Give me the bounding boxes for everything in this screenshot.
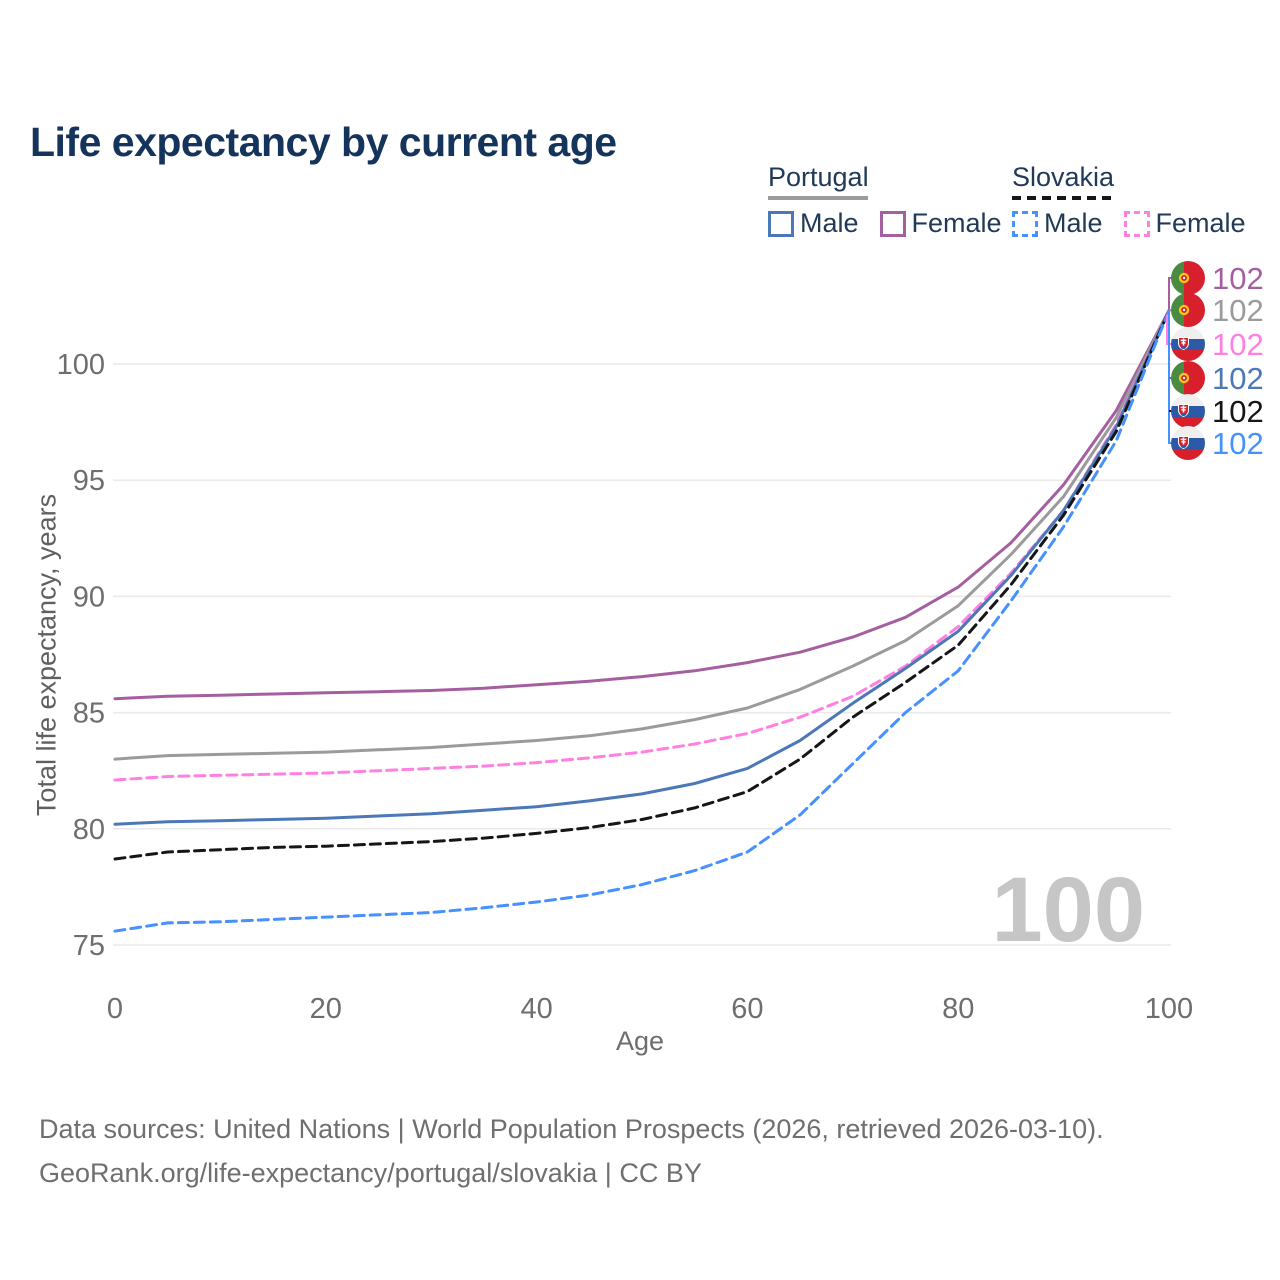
- pt-green-band: [1171, 361, 1184, 395]
- pt-red-band: [1184, 293, 1205, 327]
- sk-cross-bar: [1181, 342, 1186, 344]
- end-value-label: 102: [1212, 394, 1264, 429]
- end-value-label: 102: [1212, 261, 1264, 296]
- sk-cross-bar: [1181, 409, 1186, 411]
- sk-cross-bar: [1180, 406, 1187, 409]
- y-tick-label: 90: [73, 581, 105, 613]
- sk-red-band: [1171, 350, 1205, 361]
- attribution-note: GeoRank.org/life-expectancy/portugal/slo…: [39, 1158, 702, 1188]
- sk-red-band: [1171, 449, 1205, 460]
- portugal-male-swatch-icon: [768, 210, 794, 237]
- page-title: Life expectancy by current age: [30, 119, 617, 166]
- y-tick-label: 80: [73, 814, 105, 846]
- pt-shield-center: [1182, 376, 1186, 380]
- flag-portugal-icon: [1171, 293, 1205, 327]
- legend-item-label: Female: [911, 208, 1002, 238]
- age-counter-watermark: 100: [991, 859, 1146, 961]
- sk-hill: [1180, 445, 1187, 448]
- flag-slovakia-icon: [1171, 327, 1205, 361]
- slovakia-female-swatch-icon: [1123, 210, 1150, 237]
- flag-slovakia-icon: [1171, 394, 1205, 428]
- x-tick-label: 100: [1145, 993, 1193, 1025]
- legend-item-portugal-male[interactable]: Male: [768, 208, 859, 239]
- pt-shield-center: [1182, 308, 1186, 312]
- slovakia-line-style-swatch: [1012, 196, 1112, 200]
- sk-white-band: [1171, 426, 1205, 438]
- x-axis-title: Age: [615, 1026, 665, 1056]
- legend-item-slovakia-female[interactable]: Female: [1123, 208, 1246, 239]
- legend-item-label: Male: [800, 208, 859, 238]
- sk-white-band: [1171, 394, 1205, 406]
- series-line-slovakia-male[interactable]: [113, 309, 1171, 933]
- data-sources-note: Data sources: United Nations | World Pop…: [39, 1114, 1104, 1144]
- pt-red-band: [1184, 361, 1205, 395]
- legend-item-label: Female: [1155, 208, 1246, 238]
- series-line-slovakia-both[interactable]: [113, 309, 1171, 861]
- y-tick-label: 85: [73, 698, 105, 730]
- end-value-label: 102: [1212, 327, 1264, 362]
- sk-cross: [1182, 437, 1185, 445]
- sk-hill: [1180, 346, 1187, 349]
- flag-portugal-icon: [1171, 261, 1205, 295]
- series-line-slovakia-female[interactable]: [113, 309, 1171, 782]
- legend-group-portugal: Portugal Male Female: [768, 162, 1023, 239]
- sk-cross-bar: [1180, 438, 1187, 441]
- sk-cross-bar: [1180, 339, 1187, 342]
- pt-shield-center: [1182, 276, 1186, 280]
- legend-group-slovakia: Slovakia Male Female: [1012, 162, 1267, 239]
- y-tick-label: 75: [73, 930, 105, 962]
- legend-slovakia-label[interactable]: Slovakia: [1012, 162, 1115, 192]
- sk-cross-bar: [1181, 441, 1186, 443]
- x-tick-label: 40: [520, 993, 552, 1025]
- pt-green-band: [1171, 261, 1184, 295]
- legend-item-slovakia-male[interactable]: Male: [1012, 208, 1103, 239]
- x-tick-label: 20: [310, 993, 342, 1025]
- series-line-portugal-both[interactable]: [113, 309, 1171, 761]
- series-line-portugal-male[interactable]: [113, 309, 1171, 826]
- slovakia-male-swatch-icon: [1012, 210, 1038, 237]
- legend-portugal-label[interactable]: Portugal: [768, 162, 869, 192]
- flag-slovakia-icon: [1171, 426, 1205, 460]
- portugal-line-style-swatch: [768, 196, 868, 200]
- x-tick-label: 80: [942, 993, 974, 1025]
- sk-hill: [1180, 413, 1187, 416]
- sk-white-band: [1171, 327, 1205, 339]
- legend-item-label: Male: [1044, 208, 1103, 238]
- end-value-label: 102: [1212, 426, 1264, 461]
- sk-red-band: [1171, 417, 1205, 428]
- flag-portugal-icon: [1171, 361, 1205, 395]
- x-tick-label: 0: [107, 993, 123, 1025]
- legend-item-portugal-female[interactable]: Female: [879, 208, 1002, 239]
- series-line-portugal-female[interactable]: [113, 309, 1171, 701]
- end-value-label: 102: [1212, 361, 1264, 396]
- pt-red-band: [1184, 261, 1205, 295]
- pt-green-band: [1171, 293, 1184, 327]
- y-tick-label: 100: [57, 349, 105, 381]
- sk-cross: [1182, 405, 1185, 413]
- end-value-label: 102: [1212, 293, 1264, 328]
- x-tick-label: 60: [731, 993, 763, 1025]
- sk-cross: [1182, 338, 1185, 346]
- portugal-female-swatch-icon: [879, 210, 906, 237]
- y-tick-label: 95: [73, 465, 105, 497]
